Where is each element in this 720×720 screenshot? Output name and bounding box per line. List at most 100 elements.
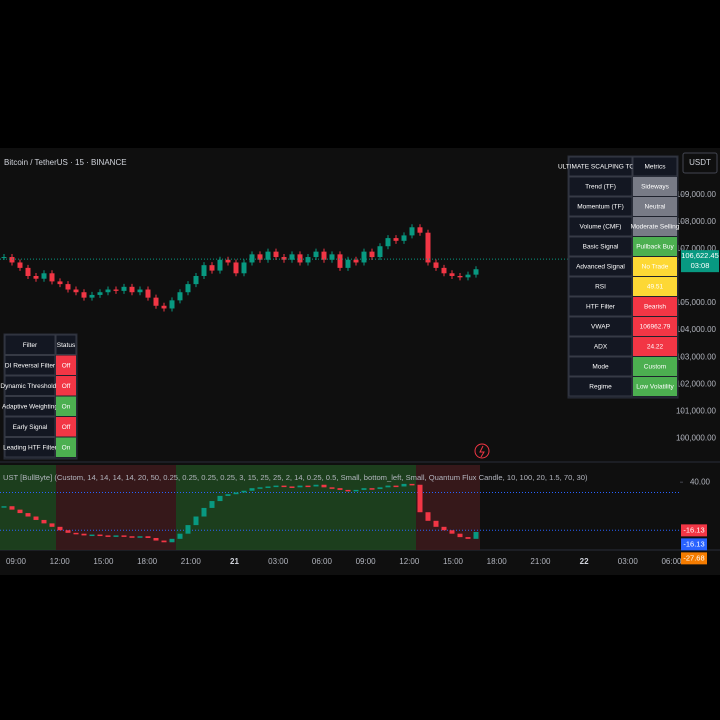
currency[interactable]: USDT	[689, 158, 711, 167]
candle	[121, 286, 127, 291]
candle	[105, 289, 111, 293]
candle	[81, 292, 87, 298]
oscillator-candle	[353, 489, 359, 492]
oscillator-tick-label: 40.00	[690, 477, 711, 486]
time-label: 22	[580, 557, 589, 566]
time-label: 12:00	[50, 557, 71, 566]
table-value-cell	[56, 417, 76, 437]
oscillator-candle	[201, 507, 207, 517]
oscillator-candle	[153, 537, 159, 541]
table-label: Basic Signal	[583, 244, 619, 251]
alert-icon[interactable]	[474, 443, 490, 459]
oscillator-marker-label: -27.68	[683, 553, 704, 562]
table-label: Regime	[589, 384, 612, 391]
oscillator-candle	[161, 540, 167, 543]
price-tick-label: 109,000.00	[676, 190, 717, 199]
candle	[89, 294, 95, 298]
table-label: ADX	[594, 344, 608, 351]
oscillator-candle	[249, 488, 255, 491]
candle	[361, 251, 367, 263]
candle	[41, 273, 47, 279]
table-label-cell	[4, 396, 56, 417]
table-value: 106962.79	[640, 324, 671, 331]
table-value-cell	[633, 177, 677, 196]
oscillator-candle	[1, 506, 7, 508]
table-value: No Trade	[642, 264, 669, 271]
time-label: 21:00	[181, 557, 202, 566]
oscillator-marker	[681, 524, 707, 537]
oscillator-candle	[233, 492, 239, 495]
currency-box[interactable]	[682, 152, 718, 174]
oscillator-candle	[425, 512, 431, 521]
candle	[329, 254, 335, 260]
candle	[193, 275, 199, 285]
time-label: 06:00	[312, 557, 333, 566]
candle	[65, 284, 71, 290]
oscillator-candle	[417, 484, 423, 513]
table-label-cell	[568, 356, 633, 377]
oscillator-candle	[449, 530, 455, 534]
oscillator-candle	[97, 534, 103, 537]
table-value: Off	[62, 424, 71, 431]
symbol-title: Bitcoin / TetherUS · 15 · BINANCE	[4, 158, 127, 167]
candle	[385, 238, 391, 247]
table-label: Momentum (TF)	[577, 204, 624, 211]
oscillator-candle	[129, 536, 135, 538]
candle	[433, 262, 439, 268]
table-label-cell	[568, 316, 633, 337]
table-value: Bearish	[644, 304, 666, 311]
oscillator-candle	[169, 538, 175, 543]
table-value-cell	[633, 377, 677, 396]
oscillator-marker-label: -16.13	[683, 539, 704, 548]
time-label: 21	[230, 557, 239, 566]
table-label-cell	[568, 216, 633, 237]
regime-zone	[416, 465, 480, 550]
table-value: Off	[62, 362, 71, 369]
candle	[425, 232, 431, 263]
oscillator-candle	[305, 485, 311, 488]
oscillator-candle	[329, 487, 335, 489]
table-value: Moderate Selling	[631, 224, 680, 231]
price-tick-label: 104,000.00	[676, 325, 717, 334]
price-tick-label: 100,000.00	[676, 433, 717, 442]
table-label-cell	[568, 236, 633, 257]
candle	[353, 259, 359, 263]
oscillator-candle	[345, 489, 351, 492]
table-label: RSI	[595, 284, 606, 291]
table-header: Metrics	[645, 164, 667, 171]
candle	[177, 292, 183, 301]
oscillator-candle	[41, 519, 47, 524]
candle	[449, 273, 455, 276]
oscillator-marker	[681, 552, 707, 565]
table-value: Off	[62, 383, 71, 390]
table-label-cell	[568, 276, 633, 297]
candle	[17, 262, 23, 268]
oscillator-candle	[9, 506, 15, 510]
candle	[417, 227, 423, 233]
candle	[393, 238, 399, 241]
table-label-cell	[568, 376, 633, 397]
oscillator-candle	[441, 526, 447, 531]
oscillator-candle	[81, 533, 87, 536]
price-tick-label: 107,000.00	[676, 244, 717, 253]
oscillator-candle	[193, 516, 199, 526]
oscillator-candle	[473, 531, 479, 539]
table-value: Custom	[644, 364, 666, 371]
table-label: Dynamic Thresholds	[0, 383, 60, 390]
table-label: VWAP	[591, 324, 610, 331]
oscillator-candle	[457, 533, 463, 538]
price-tick-label: 105,000.00	[676, 298, 717, 307]
table-label-cell	[4, 355, 56, 376]
table-value-cell	[56, 396, 76, 416]
table-label-cell	[4, 416, 56, 437]
table-label-cell	[4, 375, 56, 396]
table-value: Neutral	[645, 204, 667, 211]
time-label: 06:00	[661, 557, 682, 566]
oscillator-candle	[393, 485, 399, 488]
table-label: DI Reversal Filter	[5, 362, 56, 369]
oscillator-candle	[225, 494, 231, 496]
table-value-cell	[633, 357, 677, 376]
candle	[465, 274, 471, 278]
oscillator-candle	[65, 530, 71, 533]
